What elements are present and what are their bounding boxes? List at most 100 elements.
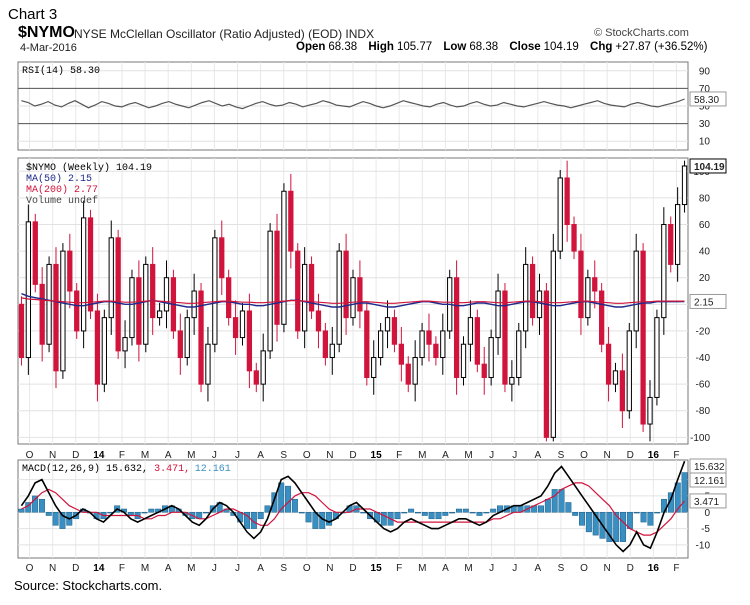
candle-down	[253, 370, 259, 385]
rsi-line	[21, 98, 685, 110]
month-label: J	[212, 450, 217, 461]
candle-up	[336, 250, 342, 345]
signal-value: 3.471	[694, 497, 719, 508]
candle-up	[460, 343, 467, 378]
year-label: 15	[371, 450, 383, 461]
month-label: A	[442, 563, 449, 574]
candle-down	[115, 237, 121, 352]
candle-up	[633, 250, 639, 332]
month-label: O	[580, 450, 588, 461]
month-label: F	[119, 563, 125, 574]
year-label: 14	[93, 450, 105, 461]
month-label: S	[280, 563, 287, 574]
candle-down	[364, 310, 370, 378]
macd-histogram-bar	[38, 498, 45, 513]
candle-down	[668, 224, 674, 265]
candle-down	[288, 190, 294, 252]
macd-histogram-bar	[476, 512, 483, 516]
month-label: F	[673, 563, 679, 574]
macd-histogram-bar	[250, 512, 257, 529]
macd-histogram-bar	[449, 512, 456, 514]
candle-up	[536, 290, 543, 319]
month-label: A	[534, 450, 541, 461]
macd-tick-label: -5	[701, 524, 710, 535]
macd-histogram-bar	[592, 512, 599, 536]
month-label: M	[464, 563, 472, 574]
month-label: J	[489, 450, 494, 461]
high-label: High	[368, 41, 394, 53]
signal-value-box	[689, 493, 727, 509]
macd-histogram-bar	[285, 485, 292, 513]
month-label: S	[558, 563, 565, 574]
candle-up	[371, 357, 377, 378]
candle-up	[205, 343, 211, 385]
price-legend-item: Volume undef	[26, 195, 98, 207]
month-axis-bottom: O N D 14 F M A M J J A S O N D 15 F M A M J J A S O N D 16 F	[26, 563, 680, 574]
price-tick-label: 20	[699, 273, 711, 284]
candle-down	[502, 290, 508, 385]
candle-up	[509, 376, 515, 385]
macd-histogram-bar	[414, 512, 421, 514]
candle-up	[523, 263, 529, 332]
candle-down	[87, 217, 94, 312]
candle-up	[384, 317, 391, 332]
macd-histogram-bar	[633, 512, 640, 514]
candle-up	[329, 343, 335, 359]
candle-down	[53, 263, 59, 372]
candle-up	[681, 165, 688, 206]
macd-histogram-bar	[421, 512, 428, 516]
candle-up	[550, 250, 556, 438]
ma200-line	[21, 297, 685, 304]
candle-up	[122, 337, 128, 352]
month-label: A	[442, 450, 449, 461]
macd-histogram-bar	[558, 489, 565, 513]
candle-up	[212, 237, 218, 345]
macd-histogram-bar	[380, 512, 387, 526]
macd-histogram-bar	[455, 508, 462, 513]
month-label: A	[165, 563, 172, 574]
candle-down	[640, 250, 646, 425]
candle-up	[108, 237, 114, 319]
low-value: 68.38	[469, 41, 499, 53]
price-legend-item: $NYMO (Weekly) 104.19	[26, 162, 152, 174]
candle-up	[302, 263, 308, 332]
rsi-tick-label: 90	[699, 66, 711, 77]
candle-up	[191, 290, 197, 319]
macd-histogram-bar	[654, 512, 661, 514]
month-label: J	[235, 450, 240, 461]
price-tick-label: -60	[696, 380, 711, 391]
year-label: 14	[93, 563, 105, 574]
candle-down	[198, 290, 204, 385]
year-label: 15	[371, 563, 383, 574]
candle-down	[67, 250, 73, 292]
macd-histogram-bar	[469, 512, 476, 514]
month-label: J	[235, 563, 240, 574]
candle-up	[626, 330, 632, 412]
ma-last-value: 2.15	[694, 297, 714, 308]
month-label: M	[464, 450, 472, 461]
symbol-title: $NYMO	[18, 24, 75, 41]
month-label: F	[396, 450, 402, 461]
month-label: A	[534, 563, 541, 574]
candle-up	[143, 263, 149, 345]
candle-down	[308, 263, 315, 312]
close-label: Close	[509, 41, 541, 53]
candle-down	[426, 330, 432, 345]
candle-down	[398, 343, 404, 365]
macd-histogram-bar	[435, 512, 442, 520]
macd-histogram-bar	[681, 472, 688, 513]
price-tick-label: 40	[699, 247, 711, 258]
low-label: Low	[443, 41, 467, 53]
year-label: 16	[648, 450, 660, 461]
price-legend-item: MA(50) 2.15	[26, 173, 92, 185]
macd-histogram-bar	[298, 512, 305, 514]
candle-up	[350, 277, 356, 319]
month-label: M	[418, 450, 426, 461]
candle-down	[592, 277, 598, 292]
ma-last-value-box	[689, 293, 727, 309]
candle-down	[605, 343, 612, 385]
price-last-value-box	[689, 158, 727, 174]
chart-caption: Chart 3	[8, 6, 58, 23]
rsi-panel: 10 30 50 70 90 RSI(14) 58.30 58.30	[17, 61, 727, 151]
